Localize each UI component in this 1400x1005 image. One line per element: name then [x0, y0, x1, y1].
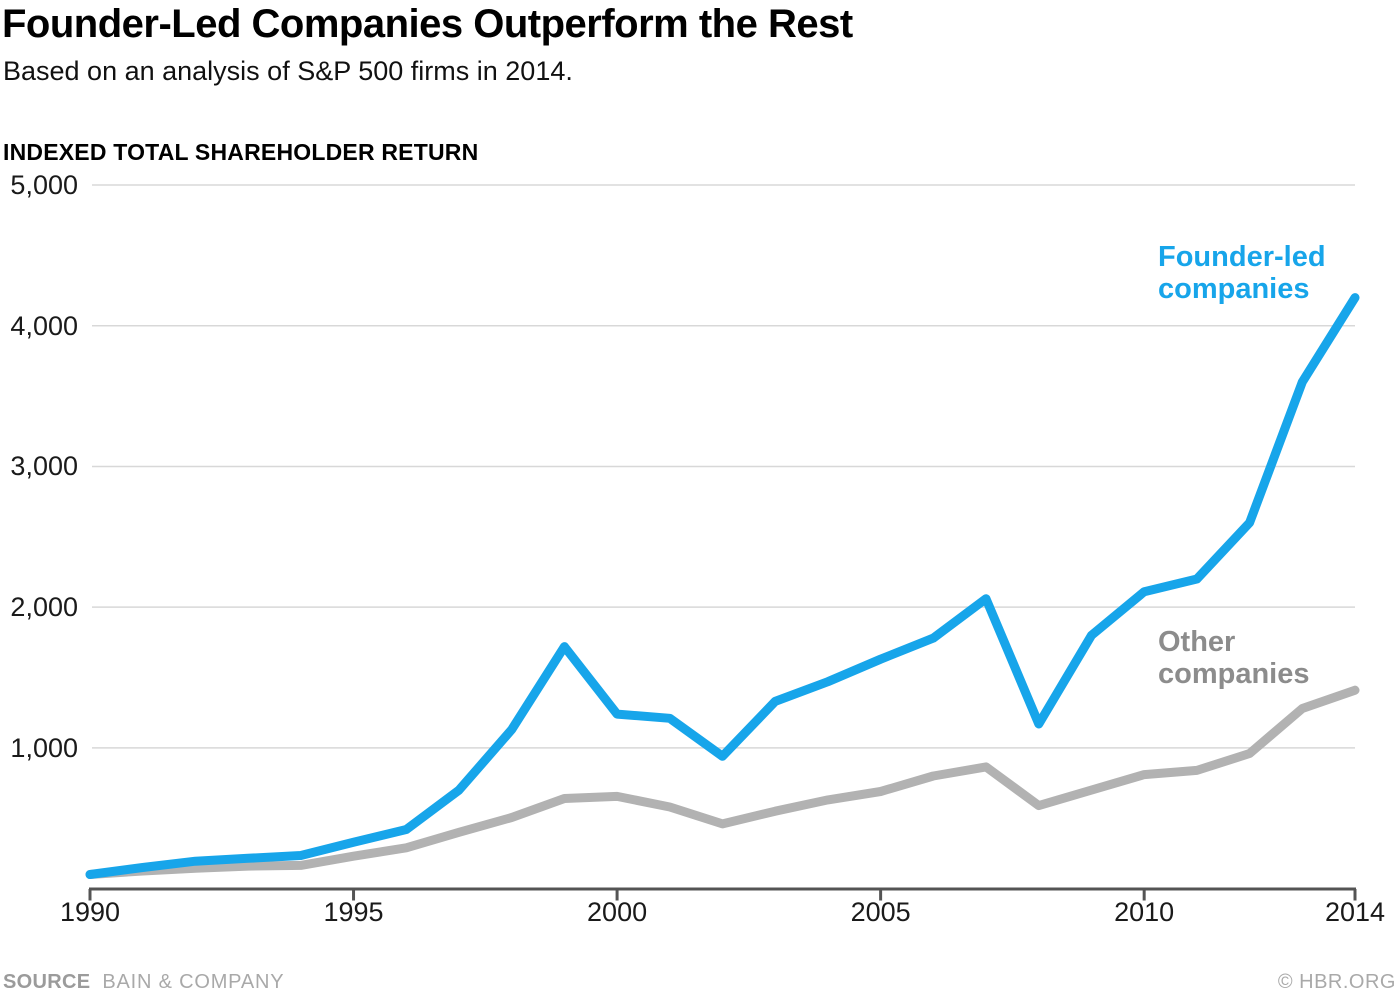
founder-led-companies-line: [85, 293, 1360, 879]
y-axis-title: INDEXED TOTAL SHAREHOLDER RETURN: [3, 139, 479, 165]
chart-footer: SOURCE BAIN & COMPANY © HBR.ORG: [3, 969, 1396, 995]
source-value: BAIN & COMPANY: [102, 971, 285, 993]
founder-led-series-label: Founder-led companies: [1158, 241, 1326, 305]
copyright-label: © HBR.ORG: [1277, 971, 1396, 993]
page-title: Founder-Led Companies Outperform the Res…: [2, 2, 853, 46]
x-tick-label-2014: 2014: [1324, 897, 1386, 927]
other-companies-line: [85, 685, 1360, 879]
y-tick-label-3000: 3,000: [10, 451, 78, 482]
x-tick-label-2000: 2000: [587, 897, 648, 927]
y-tick-label-2000: 2,000: [10, 592, 78, 623]
source-label: SOURCE: [3, 971, 91, 993]
y-tick-label-5000: 5,000: [10, 170, 78, 200]
y-tick-label-4000: 4,000: [10, 310, 78, 341]
x-tick-label-1995: 1995: [323, 897, 384, 927]
other-series-label: Other companies: [1158, 626, 1310, 690]
x-tick-label-2010: 2010: [1114, 897, 1175, 927]
x-tick-label-2005: 2005: [850, 897, 911, 927]
x-tick-label-1990: 1990: [59, 897, 121, 927]
page-subtitle: Based on an analysis of S&P 500 firms in…: [3, 56, 573, 86]
y-tick-label-1000: 1,000: [10, 732, 78, 763]
